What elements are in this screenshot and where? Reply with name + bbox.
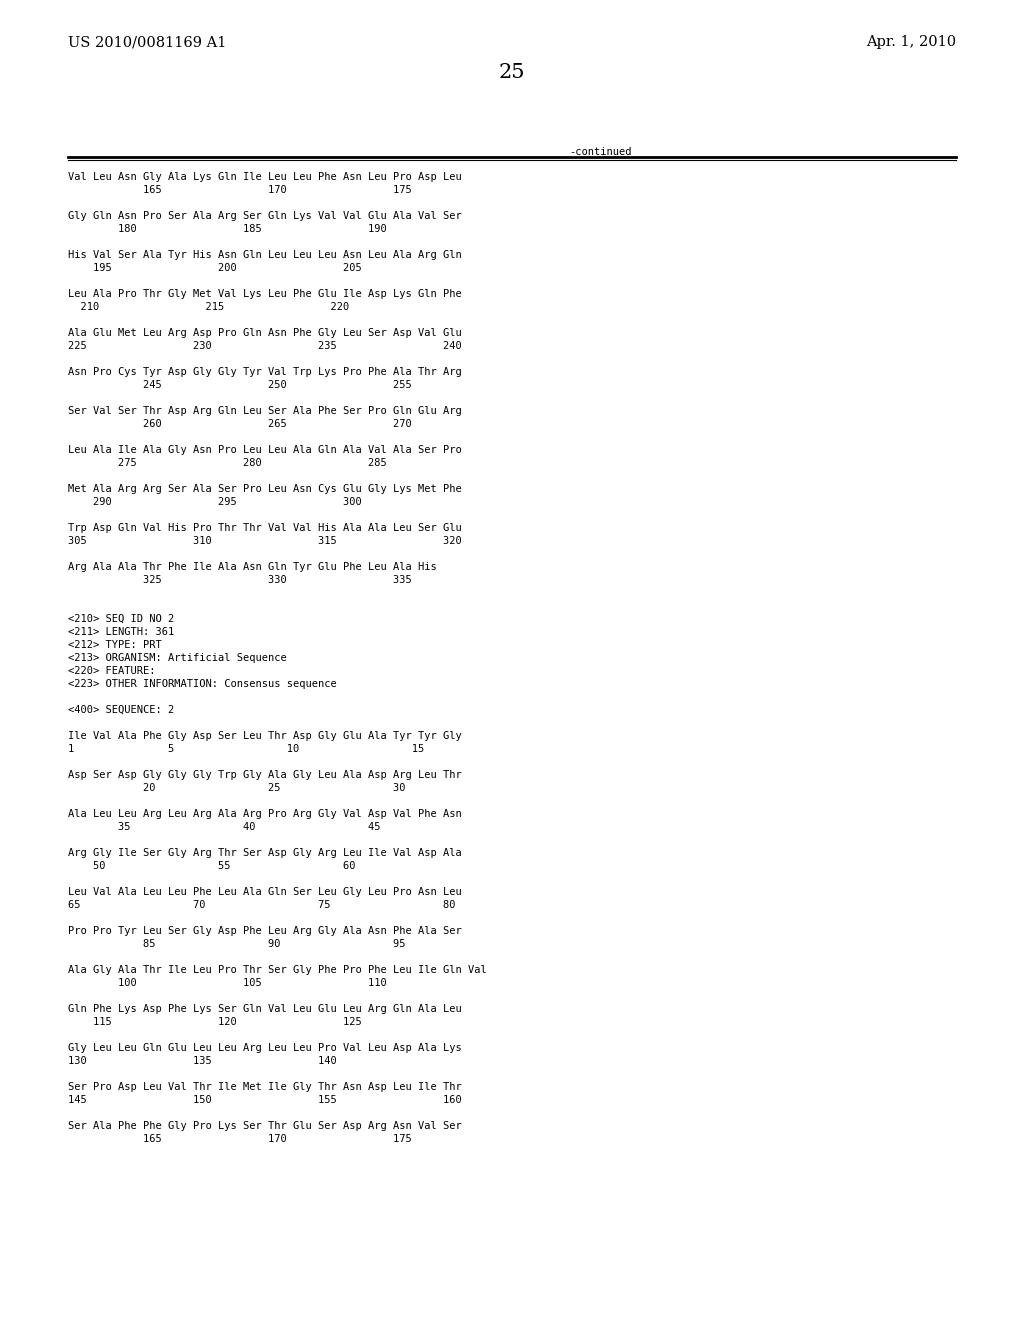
Text: Pro Pro Tyr Leu Ser Gly Asp Phe Leu Arg Gly Ala Asn Phe Ala Ser: Pro Pro Tyr Leu Ser Gly Asp Phe Leu Arg … (68, 927, 462, 936)
Text: Ala Glu Met Leu Arg Asp Pro Gln Asn Phe Gly Leu Ser Asp Val Glu: Ala Glu Met Leu Arg Asp Pro Gln Asn Phe … (68, 327, 462, 338)
Text: Trp Asp Gln Val His Pro Thr Thr Val Val His Ala Ala Leu Ser Glu: Trp Asp Gln Val His Pro Thr Thr Val Val … (68, 523, 462, 533)
Text: 25: 25 (499, 63, 525, 82)
Text: 100                 105                 110: 100 105 110 (68, 978, 387, 987)
Text: Leu Ala Ile Ala Gly Asn Pro Leu Leu Ala Gln Ala Val Ala Ser Pro: Leu Ala Ile Ala Gly Asn Pro Leu Leu Ala … (68, 445, 462, 455)
Text: Arg Ala Ala Thr Phe Ile Ala Asn Gln Tyr Glu Phe Leu Ala His: Arg Ala Ala Thr Phe Ile Ala Asn Gln Tyr … (68, 562, 437, 572)
Text: Gln Phe Lys Asp Phe Lys Ser Gln Val Leu Glu Leu Arg Gln Ala Leu: Gln Phe Lys Asp Phe Lys Ser Gln Val Leu … (68, 1005, 462, 1014)
Text: <212> TYPE: PRT: <212> TYPE: PRT (68, 640, 162, 649)
Text: -continued: -continued (568, 147, 631, 157)
Text: Asp Ser Asp Gly Gly Gly Trp Gly Ala Gly Leu Ala Asp Arg Leu Thr: Asp Ser Asp Gly Gly Gly Trp Gly Ala Gly … (68, 770, 462, 780)
Text: Gly Leu Leu Gln Glu Leu Leu Arg Leu Leu Pro Val Leu Asp Ala Lys: Gly Leu Leu Gln Glu Leu Leu Arg Leu Leu … (68, 1043, 462, 1053)
Text: Leu Ala Pro Thr Gly Met Val Lys Leu Phe Glu Ile Asp Lys Gln Phe: Leu Ala Pro Thr Gly Met Val Lys Leu Phe … (68, 289, 462, 300)
Text: 145                 150                 155                 160: 145 150 155 160 (68, 1096, 462, 1105)
Text: 85                  90                  95: 85 90 95 (68, 939, 406, 949)
Text: 325                 330                 335: 325 330 335 (68, 576, 412, 585)
Text: Met Ala Arg Arg Ser Ala Ser Pro Leu Asn Cys Glu Gly Lys Met Phe: Met Ala Arg Arg Ser Ala Ser Pro Leu Asn … (68, 484, 462, 494)
Text: 20                  25                  30: 20 25 30 (68, 783, 406, 793)
Text: Apr. 1, 2010: Apr. 1, 2010 (866, 36, 956, 49)
Text: Asn Pro Cys Tyr Asp Gly Gly Tyr Val Trp Lys Pro Phe Ala Thr Arg: Asn Pro Cys Tyr Asp Gly Gly Tyr Val Trp … (68, 367, 462, 378)
Text: His Val Ser Ala Tyr His Asn Gln Leu Leu Leu Asn Leu Ala Arg Gln: His Val Ser Ala Tyr His Asn Gln Leu Leu … (68, 249, 462, 260)
Text: 195                 200                 205: 195 200 205 (68, 263, 361, 273)
Text: 260                 265                 270: 260 265 270 (68, 418, 412, 429)
Text: <211> LENGTH: 361: <211> LENGTH: 361 (68, 627, 174, 638)
Text: Leu Val Ala Leu Leu Phe Leu Ala Gln Ser Leu Gly Leu Pro Asn Leu: Leu Val Ala Leu Leu Phe Leu Ala Gln Ser … (68, 887, 462, 898)
Text: Ser Pro Asp Leu Val Thr Ile Met Ile Gly Thr Asn Asp Leu Ile Thr: Ser Pro Asp Leu Val Thr Ile Met Ile Gly … (68, 1082, 462, 1092)
Text: 130                 135                 140: 130 135 140 (68, 1056, 337, 1067)
Text: 165                 170                 175: 165 170 175 (68, 185, 412, 195)
Text: Arg Gly Ile Ser Gly Arg Thr Ser Asp Gly Arg Leu Ile Val Asp Ala: Arg Gly Ile Ser Gly Arg Thr Ser Asp Gly … (68, 847, 462, 858)
Text: 35                  40                  45: 35 40 45 (68, 822, 381, 832)
Text: <213> ORGANISM: Artificial Sequence: <213> ORGANISM: Artificial Sequence (68, 653, 287, 663)
Text: US 2010/0081169 A1: US 2010/0081169 A1 (68, 36, 226, 49)
Text: Gly Gln Asn Pro Ser Ala Arg Ser Gln Lys Val Val Glu Ala Val Ser: Gly Gln Asn Pro Ser Ala Arg Ser Gln Lys … (68, 211, 462, 220)
Text: 50                  55                  60: 50 55 60 (68, 861, 355, 871)
Text: 290                 295                 300: 290 295 300 (68, 498, 361, 507)
Text: Ala Leu Leu Arg Leu Arg Ala Arg Pro Arg Gly Val Asp Val Phe Asn: Ala Leu Leu Arg Leu Arg Ala Arg Pro Arg … (68, 809, 462, 818)
Text: <400> SEQUENCE: 2: <400> SEQUENCE: 2 (68, 705, 174, 715)
Text: 305                 310                 315                 320: 305 310 315 320 (68, 536, 462, 546)
Text: Ala Gly Ala Thr Ile Leu Pro Thr Ser Gly Phe Pro Phe Leu Ile Gln Val: Ala Gly Ala Thr Ile Leu Pro Thr Ser Gly … (68, 965, 486, 975)
Text: 245                 250                 255: 245 250 255 (68, 380, 412, 389)
Text: <220> FEATURE:: <220> FEATURE: (68, 667, 156, 676)
Text: 165                 170                 175: 165 170 175 (68, 1134, 412, 1144)
Text: <223> OTHER INFORMATION: Consensus sequence: <223> OTHER INFORMATION: Consensus seque… (68, 678, 337, 689)
Text: Val Leu Asn Gly Ala Lys Gln Ile Leu Leu Phe Asn Leu Pro Asp Leu: Val Leu Asn Gly Ala Lys Gln Ile Leu Leu … (68, 172, 462, 182)
Text: Ser Val Ser Thr Asp Arg Gln Leu Ser Ala Phe Ser Pro Gln Glu Arg: Ser Val Ser Thr Asp Arg Gln Leu Ser Ala … (68, 407, 462, 416)
Text: 210                 215                 220: 210 215 220 (68, 302, 349, 312)
Text: 115                 120                 125: 115 120 125 (68, 1016, 361, 1027)
Text: 225                 230                 235                 240: 225 230 235 240 (68, 341, 462, 351)
Text: Ile Val Ala Phe Gly Asp Ser Leu Thr Asp Gly Glu Ala Tyr Tyr Gly: Ile Val Ala Phe Gly Asp Ser Leu Thr Asp … (68, 731, 462, 741)
Text: 180                 185                 190: 180 185 190 (68, 224, 387, 234)
Text: <210> SEQ ID NO 2: <210> SEQ ID NO 2 (68, 614, 174, 624)
Text: Ser Ala Phe Phe Gly Pro Lys Ser Thr Glu Ser Asp Arg Asn Val Ser: Ser Ala Phe Phe Gly Pro Lys Ser Thr Glu … (68, 1121, 462, 1131)
Text: 65                  70                  75                  80: 65 70 75 80 (68, 900, 456, 909)
Text: 1               5                  10                  15: 1 5 10 15 (68, 744, 424, 754)
Text: 275                 280                 285: 275 280 285 (68, 458, 387, 469)
